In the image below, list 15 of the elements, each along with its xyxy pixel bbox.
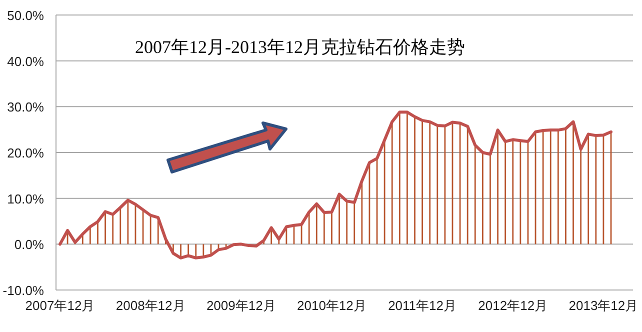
x-tick-label: 2007年12月 bbox=[25, 298, 95, 313]
y-tick-label: 10.0% bbox=[7, 191, 44, 206]
y-tick-label: 0.0% bbox=[14, 237, 44, 252]
y-tick-label: -10.0% bbox=[2, 283, 44, 298]
y-tick-label: 50.0% bbox=[7, 8, 44, 23]
text: 2007年12月-2013年12月克拉钻石价格走势 bbox=[135, 37, 465, 57]
x-tick-label: 2013年12月 bbox=[568, 298, 638, 313]
x-tick-label: 2010年12月 bbox=[297, 298, 366, 313]
y-tick-label: 20.0% bbox=[7, 146, 44, 160]
y-tick-label: 30.0% bbox=[7, 100, 44, 115]
x-tick-label: 2011年12月 bbox=[388, 298, 457, 313]
x-tick-label: 2008年12月 bbox=[116, 298, 186, 313]
x-tick-label: 2009年12月 bbox=[206, 298, 276, 313]
x-tick-label: 2012年12月 bbox=[478, 298, 548, 313]
y-tick-label: 40.0% bbox=[7, 54, 44, 69]
